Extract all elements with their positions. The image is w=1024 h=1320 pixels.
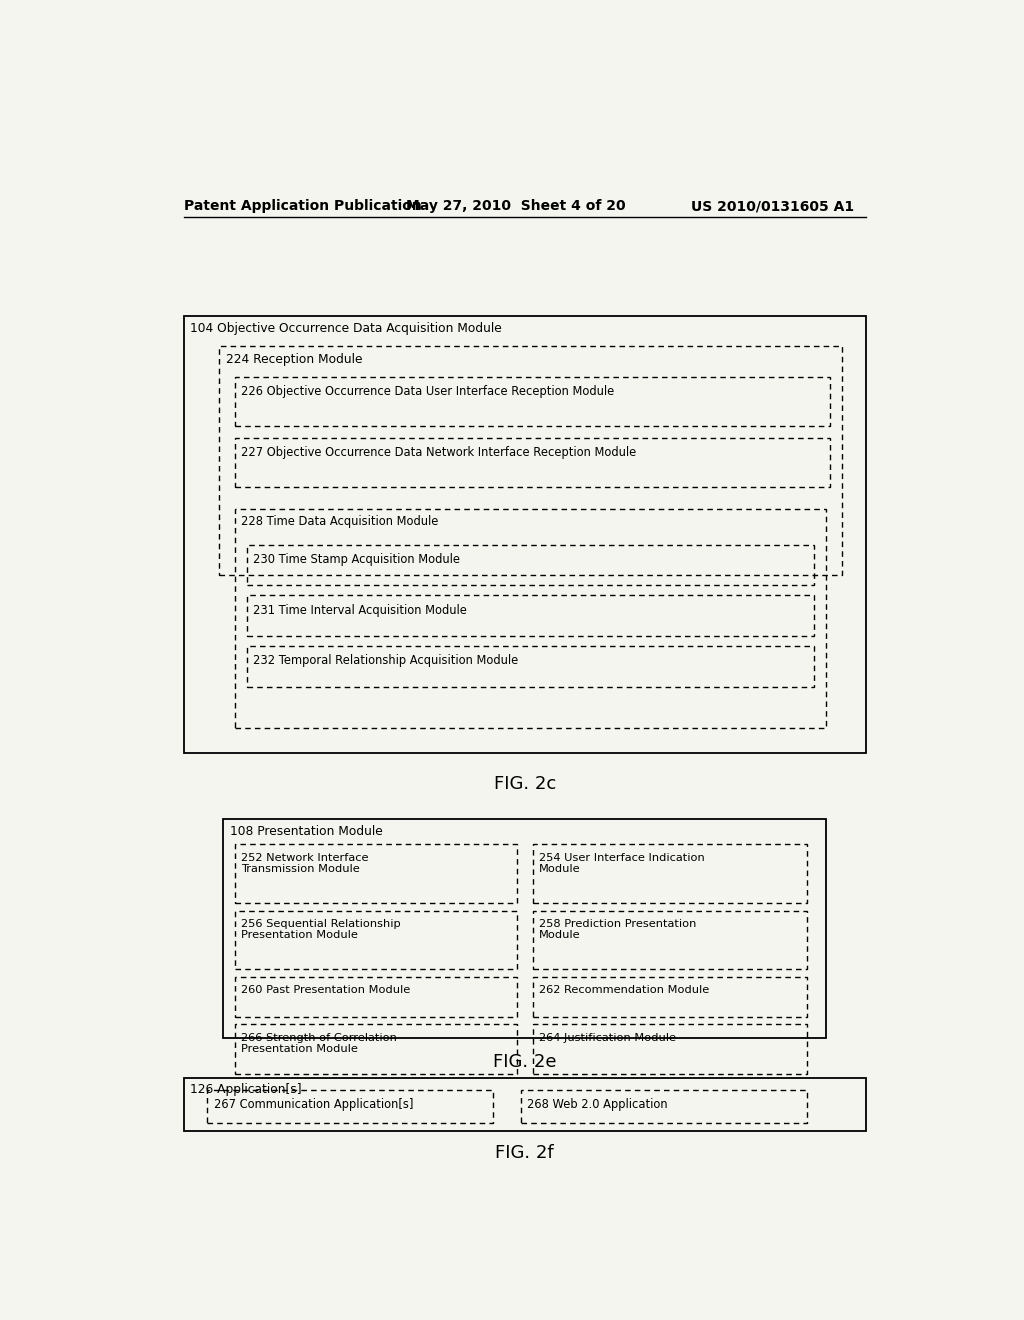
Text: 260 Past Presentation Module: 260 Past Presentation Module [242, 985, 411, 995]
Bar [236, 845, 517, 903]
Bar [223, 818, 826, 1038]
Text: 256 Sequential Relationship
Presentation Module: 256 Sequential Relationship Presentation… [242, 919, 401, 940]
Bar [236, 1024, 517, 1073]
Text: 126 Application[s]: 126 Application[s] [189, 1084, 301, 1097]
Text: 262 Recommendation Module: 262 Recommendation Module [539, 985, 710, 995]
Bar [532, 1024, 807, 1073]
Bar [207, 1090, 494, 1123]
Text: 224 Reception Module: 224 Reception Module [225, 352, 362, 366]
Bar [532, 911, 807, 969]
Text: 264 Justification Module: 264 Justification Module [539, 1032, 676, 1043]
Bar [236, 911, 517, 969]
Bar [183, 315, 866, 752]
Bar [247, 545, 814, 585]
Text: Patent Application Publication: Patent Application Publication [183, 199, 421, 213]
Text: 231 Time Interval Acquisition Module: 231 Time Interval Acquisition Module [253, 603, 467, 616]
Bar [247, 647, 814, 686]
Text: FIG. 2e: FIG. 2e [493, 1053, 557, 1071]
Bar [521, 1090, 807, 1123]
Text: FIG. 2f: FIG. 2f [496, 1144, 554, 1163]
Text: May 27, 2010  Sheet 4 of 20: May 27, 2010 Sheet 4 of 20 [406, 199, 626, 213]
Bar [236, 438, 830, 487]
Text: 252 Network Interface
Transmission Module: 252 Network Interface Transmission Modul… [242, 853, 369, 874]
Bar [236, 378, 830, 426]
Text: 232 Temporal Relationship Acquisition Module: 232 Temporal Relationship Acquisition Mo… [253, 655, 518, 668]
Bar [183, 1078, 866, 1131]
Text: FIG. 2c: FIG. 2c [494, 775, 556, 793]
Bar [532, 845, 807, 903]
Text: 258 Prediction Presentation
Module: 258 Prediction Presentation Module [539, 919, 696, 940]
Text: 226 Objective Occurrence Data User Interface Reception Module: 226 Objective Occurrence Data User Inter… [242, 385, 614, 399]
Text: 267 Communication Application[s]: 267 Communication Application[s] [214, 1097, 414, 1110]
Text: 228 Time Data Acquisition Module: 228 Time Data Acquisition Module [242, 515, 439, 528]
Text: 266 Strength of Correlation
Presentation Module: 266 Strength of Correlation Presentation… [242, 1032, 397, 1055]
Text: US 2010/0131605 A1: US 2010/0131605 A1 [691, 199, 855, 213]
Text: 104 Objective Occurrence Data Acquisition Module: 104 Objective Occurrence Data Acquisitio… [189, 322, 502, 335]
Text: 230 Time Stamp Acquisition Module: 230 Time Stamp Acquisition Module [253, 553, 461, 566]
Bar [236, 977, 517, 1018]
Text: 227 Objective Occurrence Data Network Interface Reception Module: 227 Objective Occurrence Data Network In… [242, 446, 637, 459]
Bar [247, 595, 814, 636]
Bar [236, 510, 826, 727]
Text: 254 User Interface Indication
Module: 254 User Interface Indication Module [539, 853, 705, 874]
Text: 268 Web 2.0 Application: 268 Web 2.0 Application [527, 1097, 668, 1110]
Bar [219, 346, 842, 576]
Bar [532, 977, 807, 1018]
Text: 108 Presentation Module: 108 Presentation Module [229, 825, 382, 838]
